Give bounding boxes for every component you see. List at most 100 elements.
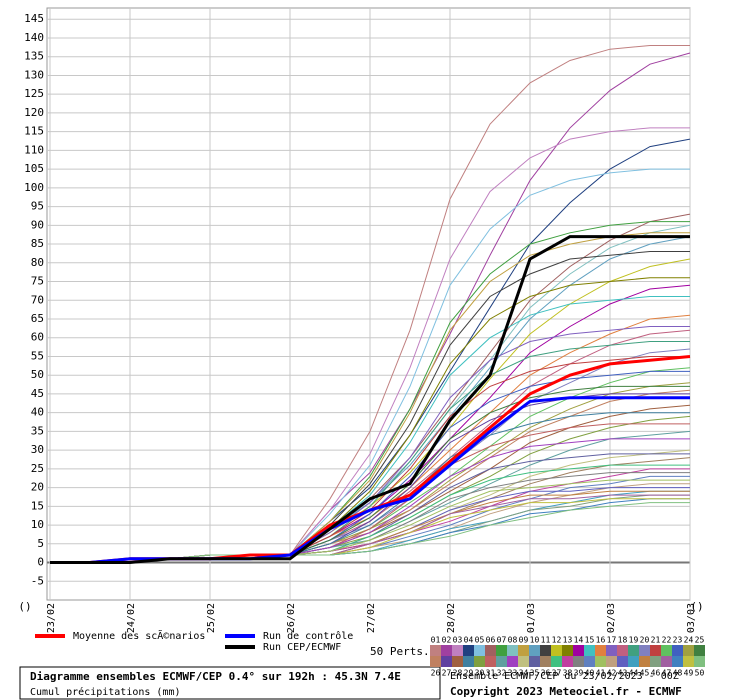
legend-swatch xyxy=(573,656,584,667)
legend-swatch xyxy=(650,656,661,667)
legend-swatch xyxy=(617,645,628,656)
legend-swatch xyxy=(573,645,584,656)
x-tick-label: 03/03 xyxy=(686,603,697,633)
y-tick-label: 30 xyxy=(31,443,44,456)
legend-label: 13 xyxy=(563,636,573,645)
legend-label: 40 xyxy=(585,669,595,678)
legend-label: 19 xyxy=(629,636,639,645)
legend-swatch xyxy=(540,645,551,656)
legend-swatch xyxy=(584,645,595,656)
corner-label: () xyxy=(18,600,31,613)
y-tick-label: 5 xyxy=(37,537,44,550)
legend-label: 29 xyxy=(464,669,474,678)
legend-swatch xyxy=(694,645,705,656)
legend-label: 11 xyxy=(541,636,551,645)
legend-swatch xyxy=(551,656,562,667)
y-tick-label: 40 xyxy=(31,406,44,419)
legend-swatch xyxy=(496,645,507,656)
legend-label: 44 xyxy=(629,669,639,678)
legend-swatch xyxy=(485,645,496,656)
legend-label: 30 xyxy=(475,669,485,678)
legend-label: 27 xyxy=(442,669,452,678)
y-tick-label: 65 xyxy=(31,312,44,325)
legend-label: 49 xyxy=(684,669,694,678)
y-tick-label: 95 xyxy=(31,200,44,213)
legend-label: 07 xyxy=(497,636,507,645)
y-tick-label: 0 xyxy=(37,556,44,569)
legend-label: 04 xyxy=(464,636,474,645)
legend-swatch xyxy=(518,645,529,656)
legend-swatch xyxy=(606,645,617,656)
legend-label: 22 xyxy=(662,636,672,645)
legend-swatch xyxy=(474,645,485,656)
y-tick-label: -5 xyxy=(31,574,44,587)
y-tick-label: 105 xyxy=(24,162,44,175)
legend-label: 03 xyxy=(453,636,463,645)
legend-label: Run CEP/ECMWF xyxy=(263,642,341,653)
corner-label: () xyxy=(690,600,703,613)
legend-swatch xyxy=(507,656,518,667)
legend-label: 21 xyxy=(651,636,661,645)
legend-label: 35 xyxy=(530,669,540,678)
y-tick-label: 135 xyxy=(24,50,44,63)
legend-swatch xyxy=(617,656,628,667)
y-tick-label: 55 xyxy=(31,349,44,362)
legend-label: 43 xyxy=(618,669,628,678)
legend-label: 12 xyxy=(552,636,562,645)
legend-swatch xyxy=(551,645,562,656)
legend-swatch xyxy=(474,656,485,667)
y-tick-label: 125 xyxy=(24,87,44,100)
legend-swatch xyxy=(441,645,452,656)
legend-label: 16 xyxy=(596,636,606,645)
legend-label: 15 xyxy=(585,636,595,645)
legend-swatch xyxy=(683,645,694,656)
legend-swatch xyxy=(639,645,650,656)
legend-label: 01 xyxy=(431,636,441,645)
legend-swatch xyxy=(496,656,507,667)
legend-label: 06 xyxy=(486,636,496,645)
legend-label: 47 xyxy=(662,669,672,678)
y-tick-label: 145 xyxy=(24,12,44,25)
legend-label: 45 xyxy=(640,669,650,678)
legend-swatch xyxy=(628,656,639,667)
legend-label: 14 xyxy=(574,636,584,645)
legend-label: Run de contrôle xyxy=(263,630,353,642)
legend-label: 32 xyxy=(497,669,507,678)
legend-label: 48 xyxy=(673,669,683,678)
legend-label: 20 xyxy=(640,636,650,645)
legend-label: 09 xyxy=(519,636,529,645)
legend-label: 05 xyxy=(475,636,485,645)
x-tick-label: 23/02 xyxy=(46,603,57,633)
legend-swatch xyxy=(529,656,540,667)
y-tick-label: 25 xyxy=(31,462,44,475)
legend-swatch xyxy=(650,645,661,656)
legend-label: 39 xyxy=(574,669,584,678)
legend-label: 50 xyxy=(695,669,705,678)
y-tick-label: 130 xyxy=(24,68,44,81)
y-tick-label: 120 xyxy=(24,106,44,119)
y-tick-label: 90 xyxy=(31,218,44,231)
y-tick-label: 75 xyxy=(31,275,44,288)
legend-swatch xyxy=(507,645,518,656)
y-tick-label: 50 xyxy=(31,368,44,381)
y-tick-label: 140 xyxy=(24,31,44,44)
y-tick-label: 110 xyxy=(24,143,44,156)
legend-label: 31 xyxy=(486,669,496,678)
legend-swatch xyxy=(518,656,529,667)
legend-swatch xyxy=(672,656,683,667)
legend-swatch xyxy=(672,645,683,656)
y-tick-label: 80 xyxy=(31,256,44,269)
legend-swatch xyxy=(584,656,595,667)
y-tick-label: 35 xyxy=(31,424,44,437)
y-tick-label: 15 xyxy=(31,499,44,512)
legend-swatch xyxy=(683,656,694,667)
x-tick-label: 01/03 xyxy=(526,603,537,633)
legend-label: 38 xyxy=(563,669,573,678)
y-tick-label: 10 xyxy=(31,518,44,531)
y-tick-label: 60 xyxy=(31,331,44,344)
legend-label: 37 xyxy=(552,669,562,678)
legend-swatch xyxy=(452,656,463,667)
legend-swatch xyxy=(463,656,474,667)
y-tick-label: 45 xyxy=(31,387,44,400)
legend-swatch xyxy=(452,645,463,656)
